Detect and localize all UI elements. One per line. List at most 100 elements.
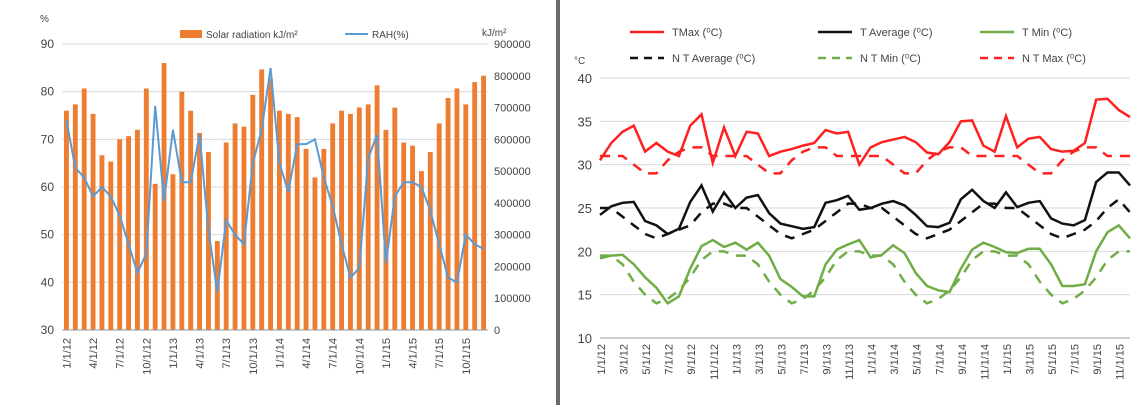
x-tick-label: 9/1/15 [1092,344,1104,375]
legend-label-2: T Min (⁰C) [1022,27,1072,39]
y-left-tick-label: 70 [41,132,55,146]
y-right-tick-label: 100000 [494,293,531,305]
radiation-bar [134,129,140,330]
legend-swatch-solar [180,30,202,38]
radiation-bar [427,152,433,330]
y-right-tick-label: 400000 [494,198,531,210]
y-right-tick-label: 800000 [494,71,531,83]
radiation-bar [223,142,229,330]
x-tick-label: 1/1/15 [1002,344,1014,375]
radiation-bar [303,148,309,330]
radiation-bar [445,98,451,331]
x-tick-label: 4/1/14 [301,338,313,369]
y-right-tick-label: 900000 [494,39,531,51]
radiation-bar [392,107,398,330]
y-right-tick-label: 200000 [494,261,531,273]
radiation-bar [170,174,176,330]
rah-line [65,67,485,293]
y-left-tick-label: 60 [41,180,55,194]
x-tick-label: 10/1/14 [354,338,366,375]
x-tick-label: 7/1/15 [434,338,446,369]
radiation-bar [321,148,327,330]
x-tick-label: 11/1/14 [979,344,991,380]
radiation-bar [365,104,371,330]
x-tick-label: 10/1/13 [248,338,260,375]
y-tick-label: 20 [578,244,592,259]
legend-label-0: TMax (⁰C) [672,27,722,39]
x-tick-label: 7/1/14 [328,338,340,369]
y-right-tick-label: 600000 [494,134,531,146]
radiation-bar [90,113,96,331]
radiation-bar [232,123,238,330]
x-tick-label: 7/1/13 [221,338,233,369]
radiation-bar [339,110,345,330]
radiation-bar [454,88,460,330]
radiation-bar [205,152,211,330]
x-tick-label: 3/1/12 [619,344,631,375]
radiation-bar [481,75,487,331]
x-tick-label: 1/1/13 [731,344,743,375]
radiation-bar [356,107,362,330]
radiation-bar [72,104,78,330]
x-tick-label: 4/1/13 [195,338,207,369]
temperature-chart: 10 15 20 25 30 35 40 °C 1/1/12 3/1/12 5/1/12 7/1/12… [574,27,1131,380]
radiation-bar [259,69,265,330]
radiation-bar [152,183,158,330]
y-right-unit-label: kJ/m² [482,28,507,39]
y-tick-label: 15 [578,288,592,303]
x-tick-label: 7/1/14 [934,344,946,375]
radiation-bar [401,142,407,330]
x-tick-label: 11/1/13 [844,344,856,380]
radiation-bar [347,113,353,331]
x-tick-label: 5/1/12 [641,344,653,375]
x-tick-label: 5/1/14 [912,344,924,375]
radiation-bar [81,88,87,330]
y-unit-label: °C [574,56,585,67]
x-tick-label: 9/1/13 [822,344,834,375]
x-tick-label: 7/1/12 [664,344,676,375]
radiation-bar [268,78,274,330]
radiation-bar [188,110,194,330]
radiation-bar [294,117,300,330]
x-tick-label: 1/1/12 [596,344,608,375]
x-tick-label: 5/1/13 [776,344,788,375]
x-tick-label: 7/1/15 [1070,344,1082,375]
y-left-tick-label: 90 [41,37,55,51]
radiation-bar [410,145,416,330]
y-tick-label: 35 [578,114,592,129]
radiation-bar [143,88,149,330]
legend-label-3: N T Average (⁰C) [672,53,755,65]
legend-label-1: T Average (⁰C) [860,27,932,39]
x-tick-label: 3/1/14 [889,344,901,375]
y-tick-label: 25 [578,201,592,216]
y-right-tick-label: 700000 [494,103,531,115]
radiation-bar [197,132,203,330]
x-tick-label: 1/1/14 [274,338,286,369]
radiation-humidity-chart-panel: 30 40 50 60 70 80 90 0 100000 200000 300000 400000 5… [0,0,556,405]
radiation-bar [63,110,69,330]
radiation-bar [312,177,318,330]
series-line-2 [599,223,1131,306]
legend-label-4: N T Min (⁰C) [860,53,921,65]
legend-label-solar: Solar radiation kJ/m² [206,30,298,41]
x-tick-label: 10/1/15 [461,338,473,375]
y-left-tick-label: 50 [41,228,55,242]
x-tick-label: 1/1/13 [168,338,180,369]
y-left-unit-label: % [40,14,49,25]
radiation-bar [418,171,424,330]
radiation-bar [241,126,247,330]
radiation-bar [250,94,256,330]
x-tick-label: 4/1/15 [408,338,420,369]
x-tick-label: 1/1/15 [381,338,393,369]
panel-divider [556,0,560,405]
radiation-bar [179,91,185,331]
radiation-bar [276,110,282,330]
x-tick-label: 4/1/12 [88,338,100,369]
radiation-bar [436,123,442,330]
y-right-tick-label: 500000 [494,166,531,178]
radiation-bar [108,161,114,330]
radiation-bar [472,82,478,330]
radiation-bar [374,85,380,330]
series-line-5 [600,146,1130,175]
y-tick-label: 10 [578,331,592,346]
